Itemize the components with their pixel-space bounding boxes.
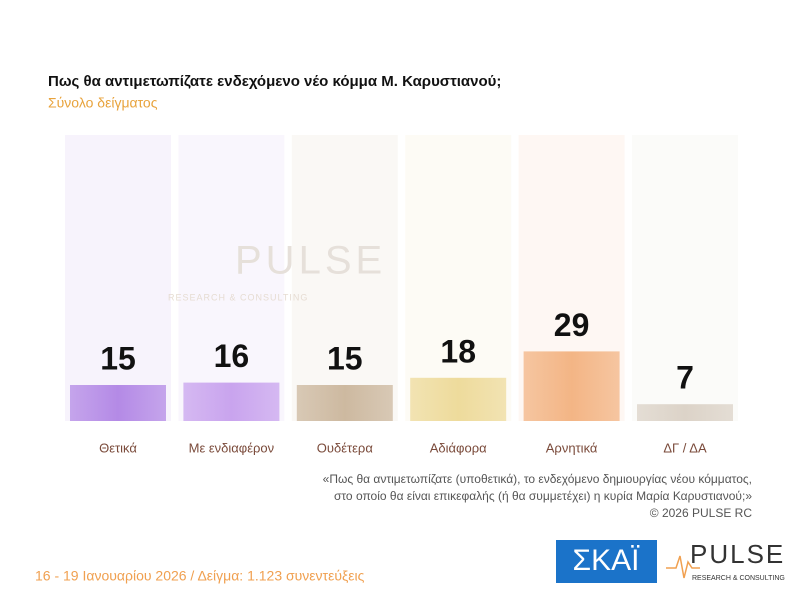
value-label: 29: [554, 307, 590, 343]
column-backgrounds: [65, 135, 738, 421]
column-background: [291, 135, 398, 421]
value-label: 16: [214, 338, 250, 374]
column-background: [178, 135, 285, 421]
watermark: PULSE: [235, 239, 386, 283]
note: στο οποίο θα είναι επικεφαλής (ή θα συμμ…: [334, 489, 752, 503]
column-background: [405, 135, 512, 421]
chart-title: Πως θα αντιμετωπίζατε ενδεχόμενο νέο κόμ…: [48, 73, 501, 90]
x-tick-label: Αδιάφορα: [430, 440, 487, 455]
bar: [410, 377, 507, 421]
bar: [523, 351, 620, 421]
pulse-logo-sub: RESEARCH & CONSULTING: [692, 575, 785, 582]
bar: [637, 404, 733, 421]
chart-subtitle: Σύνολο δείγματος: [48, 95, 158, 111]
x-tick-label: Ουδέτερα: [317, 440, 374, 455]
bar: [296, 385, 393, 421]
x-tick-label: Με ενδιαφέρον: [189, 440, 275, 455]
pulse-wave: [666, 555, 700, 579]
watermark-sub: RESEARCH & CONSULTING: [168, 292, 308, 302]
note: © 2026 PULSE RC: [650, 506, 753, 520]
x-tick-label: Αρνητικά: [546, 440, 598, 455]
value-label: 15: [327, 340, 363, 376]
skai-logo: ΣΚΑΪ: [573, 544, 641, 577]
column-background: [632, 135, 738, 421]
skai-logo-bg: [556, 540, 657, 583]
note: «Πως θα αντιμετωπίζατε (υποθετικά), το ε…: [323, 472, 752, 486]
pulse-logo: PULSE: [690, 539, 785, 569]
value-label: 7: [676, 360, 694, 396]
value-label: 15: [100, 340, 136, 376]
footer: 16 - 19 Ιανουαρίου 2026 / Δείγμα: 1.123 …: [35, 568, 365, 584]
bar: [70, 385, 166, 421]
column-background: [65, 135, 171, 421]
value-label: 18: [440, 333, 476, 369]
bar: [183, 382, 280, 421]
x-tick-label: Θετικά: [99, 440, 137, 455]
x-tick-label: ΔΓ / ΔΑ: [663, 440, 707, 455]
